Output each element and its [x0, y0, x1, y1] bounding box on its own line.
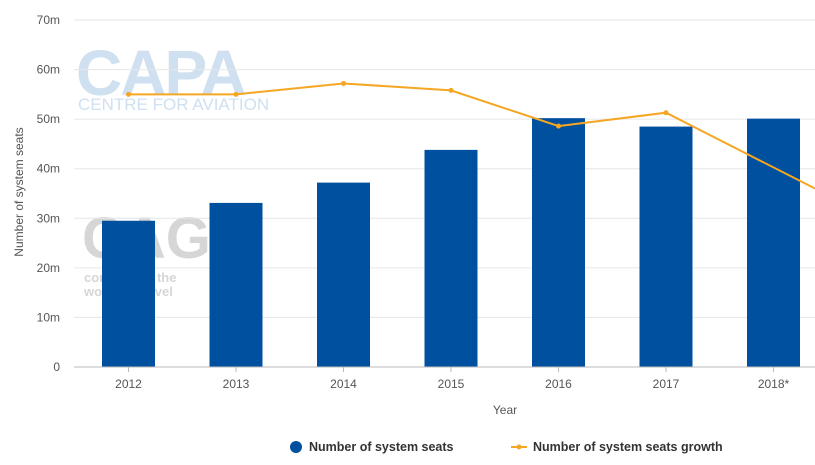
y-tick-label: 0 [53, 360, 60, 374]
legend: Number of system seats Number of system … [290, 440, 723, 454]
growth-point-2016[interactable] [556, 123, 561, 129]
growth-point-2014[interactable] [341, 80, 346, 86]
legend-label-growth: Number of system seats growth [533, 440, 723, 454]
growth-point-2012[interactable] [126, 91, 131, 97]
growth-point-2015[interactable] [448, 87, 454, 93]
bar-2018*[interactable] [747, 118, 800, 367]
watermark-capa-subtitle: CENTRE FOR AVIATION [78, 95, 269, 114]
x-tick-label: 2016 [545, 377, 572, 391]
y-axis-title: Number of system seats [12, 127, 26, 256]
y-tick-label: 30m [37, 211, 60, 225]
legend-swatch-growth-dot [516, 444, 522, 450]
growth-line [126, 80, 815, 190]
x-tick-label: 2018* [758, 377, 790, 391]
x-axis-title: Year [493, 403, 517, 417]
bar-2015[interactable] [424, 149, 478, 367]
bar-2013[interactable] [209, 202, 263, 367]
x-tick-label: 2015 [438, 377, 465, 391]
x-axis-ticks: 2012 2013 2014 2015 2016 2017 2018* [115, 367, 790, 391]
y-tick-label: 50m [37, 112, 60, 126]
bar-2012[interactable] [102, 220, 155, 367]
watermark-capa-text: CAPA [76, 37, 245, 109]
y-tick-label: 60m [37, 63, 60, 77]
legend-swatch-seats [290, 441, 302, 453]
legend-item-growth[interactable]: Number of system seats growth [511, 440, 723, 454]
legend-item-seats[interactable]: Number of system seats [290, 440, 454, 454]
x-tick-label: 2014 [330, 377, 357, 391]
x-tick-label: 2017 [653, 377, 680, 391]
legend-label-seats: Number of system seats [309, 440, 454, 454]
bar-2017[interactable] [639, 126, 693, 367]
y-tick-label: 70m [37, 13, 60, 27]
bar-2016[interactable] [532, 118, 585, 367]
x-tick-label: 2012 [115, 377, 142, 391]
bars [102, 118, 800, 367]
y-axis-ticks: 0 10m 20m 30m 40m 50m 60m 70m [37, 13, 61, 374]
y-tick-label: 40m [37, 162, 60, 176]
y-tick-label: 20m [37, 261, 60, 275]
y-tick-label: 10m [37, 310, 60, 324]
watermark-capa: CAPA CENTRE FOR AVIATION [76, 37, 269, 114]
growth-point-2017[interactable] [663, 110, 669, 116]
x-tick-label: 2013 [223, 377, 250, 391]
bar-2014[interactable] [317, 182, 370, 367]
growth-point-2013[interactable] [233, 91, 239, 97]
